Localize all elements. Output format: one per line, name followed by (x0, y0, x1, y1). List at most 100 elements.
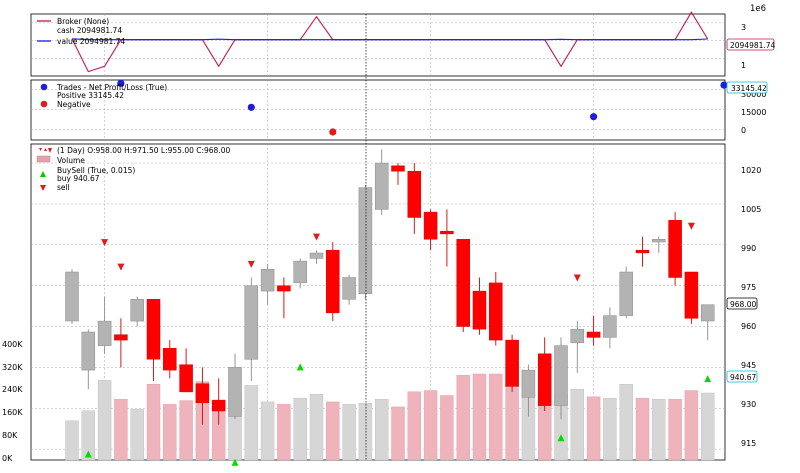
volume-bar (163, 404, 177, 461)
trade-point-positive (117, 79, 125, 87)
value-line (71, 38, 708, 41)
price-legend: (1 Day) O:958.00 H:971.50 L:955.00 C:968… (36, 146, 230, 192)
buy-signal-marker (231, 458, 239, 466)
volume-bar (619, 384, 633, 461)
price-tick-1020: 1020 (741, 166, 761, 175)
trades-legend-negative: Negative (57, 100, 91, 109)
buy-signal-marker (557, 434, 565, 442)
volume-bar (309, 394, 324, 461)
volume-bar (146, 384, 161, 461)
candle-body (114, 334, 128, 341)
price-tick-945: 945 (741, 361, 756, 370)
broker-tick-1: 1 (741, 61, 746, 70)
volume-bar (407, 391, 421, 461)
candle-body (244, 285, 259, 360)
candle-body (374, 162, 389, 210)
sell-signal-marker (313, 233, 320, 241)
candle-body (570, 328, 585, 344)
candle-body (309, 252, 324, 259)
candle-body (700, 304, 715, 322)
candlesticks (65, 149, 715, 425)
candle-body (211, 399, 226, 412)
volume-tick-400k: 400K (2, 340, 23, 349)
price-tick-960: 960 (741, 322, 756, 331)
legend-sell: sell (57, 183, 70, 192)
candle-body (586, 331, 601, 338)
volume-bar (701, 392, 715, 461)
trades-y-ticks: 30000 15000 0 (741, 90, 766, 135)
candle-body (277, 285, 291, 292)
price-tick-990: 990 (741, 244, 756, 253)
candle-body (326, 249, 340, 314)
sell-signal-marker (101, 239, 109, 247)
candle-body (554, 345, 568, 406)
broker-legend: Broker (None) cash 2094981.74 value 2094… (37, 17, 125, 46)
volume-bar (293, 397, 307, 461)
volume-bar (652, 399, 666, 461)
volume-bar (179, 400, 193, 461)
volume-tick-240k: 240K (2, 385, 23, 394)
broker-plot (71, 11, 709, 73)
volume-tick-0k: 0K (2, 454, 13, 463)
broker-scale-label: 1e6 (750, 4, 766, 14)
volume-bar (114, 399, 128, 461)
broker-last-value-box (726, 38, 775, 51)
volume-bar (635, 397, 650, 461)
trades-tick-15000: 15000 (741, 108, 766, 117)
volume-bar (130, 409, 144, 461)
legend-volume: Volume (57, 156, 85, 165)
broker-last-value: 2094981.74 (730, 41, 776, 50)
candle-body (65, 271, 79, 322)
legend-buy: buy 940.67 (57, 174, 100, 183)
trades-panel-frame (30, 79, 726, 141)
price-tick-1005: 1005 (741, 205, 761, 214)
volume-bar (456, 375, 470, 461)
volume-bar (489, 373, 503, 461)
candle-body (342, 277, 356, 300)
price-y-ticks: 1020 1005 990 975 960 945 930 915 (741, 166, 761, 448)
last-buy-value: 940.67 (730, 373, 756, 382)
volume-tick-320k: 320K (2, 363, 23, 372)
signal-markers (84, 222, 712, 466)
candle-body (505, 339, 519, 387)
trades-legend: Trades - Net Profit/Loss (True) Positive… (40, 83, 167, 109)
price-tick-915: 915 (741, 439, 756, 448)
volume-bar (260, 401, 275, 461)
candle-body (619, 271, 633, 316)
price-header: (1 Day) O:958.00 H:971.50 L:955.00 C:968… (57, 146, 230, 155)
volume-bar (505, 384, 519, 461)
volume-bar (244, 385, 259, 461)
trades-tick-0: 0 (741, 126, 746, 135)
candle-body (603, 315, 617, 338)
volume-bar (65, 420, 79, 461)
volume-bar (81, 410, 96, 461)
trade-point-positive (590, 113, 598, 121)
volume-bar (472, 373, 487, 461)
trade-point-negative (329, 128, 337, 136)
candle-body (179, 364, 193, 393)
candle-body (163, 348, 177, 371)
trade-point-positive (720, 81, 728, 89)
volume-bars (65, 373, 715, 461)
volume-bar (391, 406, 405, 461)
last-buy-box (726, 370, 758, 383)
candle-body (440, 230, 454, 235)
candle-body (391, 165, 405, 172)
volume-bar (668, 399, 682, 461)
broker-panel-frame (30, 13, 726, 77)
candle-body (423, 211, 438, 240)
candle-body (195, 383, 210, 404)
candle-body (146, 299, 161, 360)
candle-body (293, 260, 307, 284)
volume-bar (277, 404, 291, 461)
trades-last-value: 33145.42 (731, 84, 767, 93)
volume-bar (375, 399, 389, 461)
price-tick-930: 930 (741, 400, 756, 409)
volume-bar (342, 404, 356, 461)
candle-body (81, 331, 96, 371)
trade-point-positive (247, 103, 255, 111)
sell-signal-marker (117, 263, 125, 271)
candle-body (228, 367, 242, 417)
sell-signal-marker (247, 260, 255, 268)
